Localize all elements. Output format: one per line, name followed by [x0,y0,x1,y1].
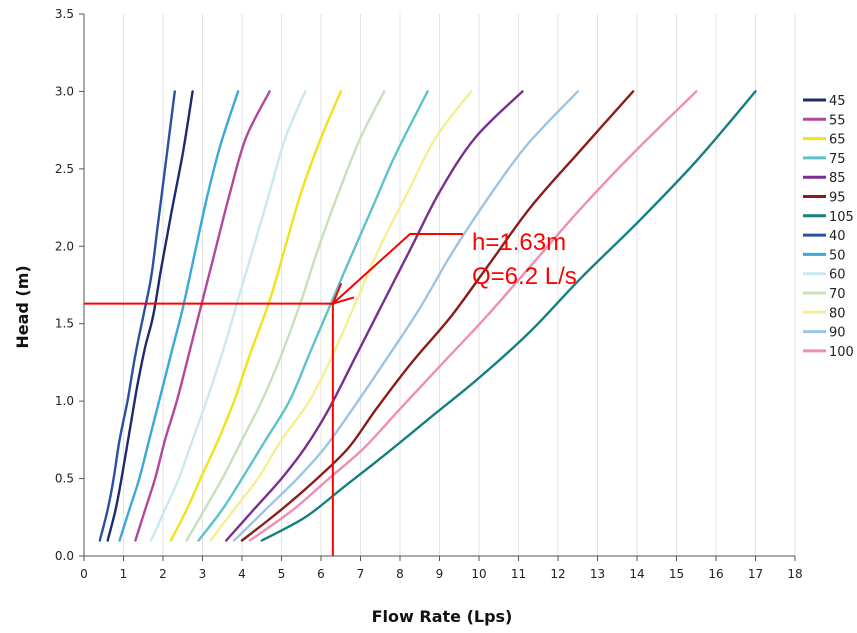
series-line-60 [149,90,307,542]
legend: 45 55 65 75 85 95 105 40 50 60 70 80 90 100 [803,94,854,360]
annotation-text-1: h=1.63m [472,229,566,256]
series-line-85 [225,90,524,542]
y-tick-label: 0.5 [55,472,74,486]
series-line-70 [185,90,386,542]
series-line-40 [98,90,176,542]
x-tick-label: 9 [436,567,444,581]
series-lines [98,90,757,542]
series-line-75 [197,90,429,542]
y-tick-label: 1.0 [55,394,74,408]
legend-label: 60 [829,268,846,283]
series-line-55 [134,90,271,542]
legend-label: 80 [829,306,846,321]
x-tick-label: 2 [159,567,167,581]
annotation-leader [332,233,463,305]
annotation: h=1.63m Q=6.2 L/s [84,229,577,556]
x-tick-label: 3 [199,567,207,581]
annotation-arrowhead [331,282,355,306]
series-line-65 [169,90,342,542]
legend-label: 85 [829,171,846,186]
x-tick-label: 11 [511,567,526,581]
x-tick-label: 6 [317,567,325,581]
x-tick-label: 13 [590,567,605,581]
series-line-95 [240,90,635,542]
y-axis-title: Head (m) [13,265,32,348]
legend-label: 95 [829,191,846,206]
axes: 0 1 2 3 4 5 6 7 8 9 10 11 12 13 14 15 16 17 180.00.51.01.5… [55,7,803,581]
x-tick-label: 18 [787,567,802,581]
x-tick-label: 10 [471,567,486,581]
series-line-90 [232,90,579,542]
x-tick-label: 4 [238,567,246,581]
x-tick-label: 8 [396,567,404,581]
x-tick-label: 14 [629,567,644,581]
legend-label: 65 [829,133,846,148]
x-tick-label: 0 [80,567,88,581]
x-tick-label: 16 [708,567,723,581]
legend-label: 90 [829,326,846,341]
y-tick-label: 2.5 [55,162,74,176]
y-tick-label: 1.5 [55,317,74,331]
legend-label: 45 [829,94,846,109]
x-tick-label: 12 [550,567,565,581]
series-line-105 [260,90,757,542]
annotation-text-2: Q=6.2 L/s [472,263,577,290]
x-tick-label: 1 [120,567,128,581]
series-line-100 [248,90,698,542]
series-line-45 [106,90,194,542]
x-tick-label: 15 [669,567,684,581]
y-tick-label: 0.0 [55,549,74,563]
grid [123,14,796,556]
legend-label: 75 [829,152,846,167]
legend-label: 70 [829,287,846,302]
legend-label: 40 [829,229,846,244]
y-tick-label: 3.0 [55,84,74,98]
y-tick-label: 3.5 [55,7,74,21]
series-line-80 [209,90,473,542]
x-tick-label: 17 [748,567,763,581]
x-tick-label: 5 [278,567,286,581]
legend-label: 50 [829,248,846,263]
legend-label: 100 [829,345,854,360]
x-axis-title: Flow Rate (Lps) [372,607,513,626]
x-tick-label: 7 [357,567,365,581]
series-line-50 [118,90,240,542]
y-tick-label: 2.0 [55,239,74,253]
legend-label: 55 [829,113,846,128]
legend-label: 105 [829,210,854,225]
